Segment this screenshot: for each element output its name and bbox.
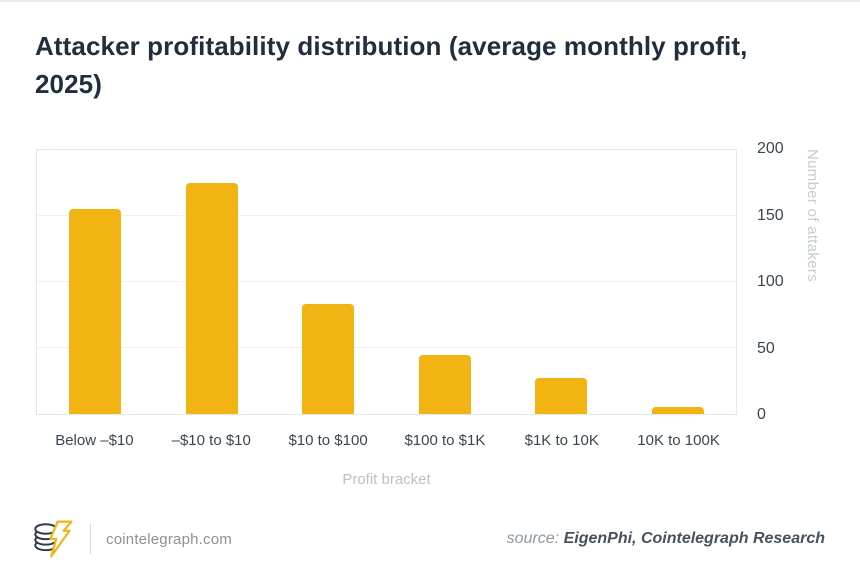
gridline (37, 281, 736, 282)
y-tick-label: 100 (757, 273, 784, 290)
chart-title: Attacker profitability distribution (ave… (35, 31, 748, 99)
bar-4 (418, 354, 471, 414)
bar-slot (503, 150, 620, 414)
bar-slot (270, 150, 387, 414)
bar-series (37, 150, 736, 414)
x-tick-label: $100 to $1K (404, 432, 486, 449)
bar-6 (651, 407, 704, 414)
x-tick-label: 10K to 100K (637, 432, 720, 449)
x-tick-label: Below –$10 (55, 432, 134, 449)
y-tick-label: 50 (757, 339, 775, 357)
y-tick-label: 150 (757, 206, 784, 224)
y-axis-ticks: 0 50 100 150 200 (757, 141, 803, 423)
bar-slot (387, 150, 504, 414)
y-axis-label: Number of attakers (804, 149, 821, 282)
gridline (37, 347, 736, 348)
bar-5 (535, 378, 588, 414)
bar-slot (37, 150, 154, 414)
bar-slot (620, 150, 737, 414)
site-link[interactable]: cointelegraph.com (106, 530, 232, 548)
bar-3 (302, 304, 355, 414)
lightning-bolt-icon (49, 520, 73, 558)
source-value: EigenPhi, Cointelegraph Research (563, 530, 825, 547)
x-axis-ticks: Below –$10 –$10 to $10 $10 to $100 $100 to … (36, 432, 737, 449)
cointelegraph-logo-icon (34, 520, 73, 558)
x-tick-label: $10 to $100 (288, 432, 368, 449)
footer: cointelegraph.com source: EigenPhi, Coin… (33, 514, 825, 564)
source-credit: source: EigenPhi, Cointelegraph Research (507, 530, 825, 548)
bar-slot (154, 150, 271, 414)
y-tick-label: 200 (757, 140, 784, 157)
plot-area (36, 149, 737, 415)
brand-lockup: cointelegraph.com (33, 518, 232, 560)
bar-2 (185, 183, 238, 414)
x-tick-label: –$10 to $10 (171, 432, 251, 449)
x-tick-label: $1K to 10K (524, 432, 599, 449)
gridline (37, 215, 736, 216)
source-label: source: (506, 530, 560, 547)
footer-divider (90, 524, 91, 554)
x-axis-label: Profit bracket (342, 471, 431, 488)
bar-1 (69, 209, 122, 414)
y-tick-label: 0 (757, 406, 766, 423)
